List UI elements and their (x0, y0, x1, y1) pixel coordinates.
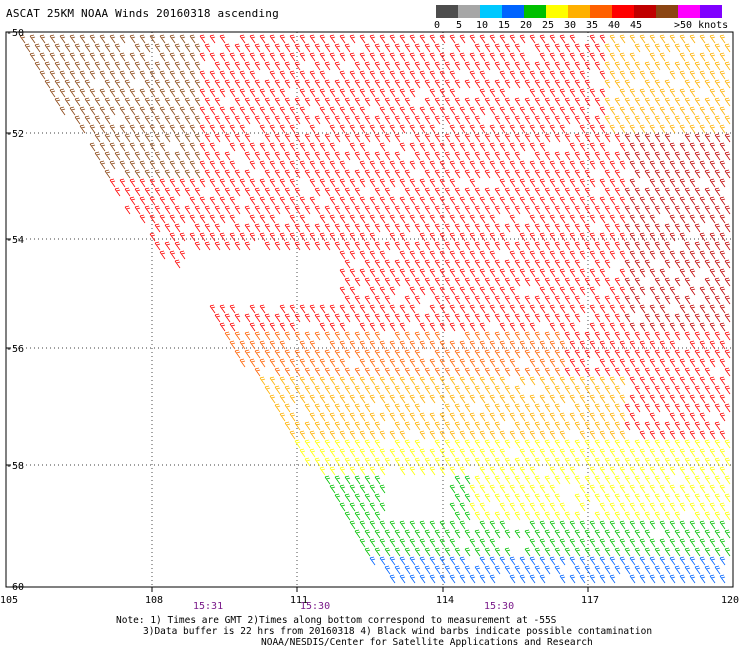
legend-label: 35 (586, 20, 599, 31)
legend-swatch (634, 5, 656, 18)
note-line-1: Note: 1) Times are GMT 2)Times along bot… (116, 615, 557, 626)
lat-label: -50 (6, 28, 24, 39)
legend-swatch (656, 5, 678, 18)
legend-swatch (700, 5, 722, 18)
time-label: 15:30 (300, 601, 330, 612)
lon-label: 117 (581, 595, 599, 606)
legend-label: 0 (434, 20, 441, 31)
legend-label: 15 (498, 20, 511, 31)
legend-label: 25 (542, 20, 555, 31)
plot-frame (5, 31, 734, 588)
lat-label: -56 (6, 344, 24, 355)
legend-swatch (546, 5, 568, 18)
lon-label: 114 (436, 595, 454, 606)
lat-label: -58 (6, 461, 24, 472)
lon-label: 105 (0, 595, 18, 606)
lon-label: 108 (145, 595, 163, 606)
legend-label: 10 (476, 20, 489, 31)
note-line-2: 3)Data buffer is 22 hrs from 20160318 4)… (143, 626, 653, 637)
wind-barb-group (324, 475, 731, 557)
legend-swatch (678, 5, 700, 18)
grid (6, 32, 733, 587)
wind-barb-group (19, 34, 201, 179)
legend-swatch (436, 5, 458, 18)
legend-label: >50 knots (674, 20, 729, 31)
wind-barb-group (624, 133, 731, 332)
wind-barbs (19, 34, 731, 584)
lon-label: 111 (290, 595, 308, 606)
legend-swatch (502, 5, 524, 18)
time-label: 15:30 (484, 601, 514, 612)
legend-swatch (524, 5, 546, 18)
legend-swatch (458, 5, 480, 18)
legend-label: 45 (630, 20, 643, 31)
wind-barb-group (369, 556, 726, 584)
map-title: ASCAT 25KM NOAA Winds 20160318 ascending (6, 7, 279, 20)
lat-label: -52 (6, 129, 24, 140)
legend-swatch (590, 5, 612, 18)
wind-barb-group (294, 439, 731, 521)
note-line-3: NOAA/NESDIS/Center for Satellite Applica… (261, 637, 593, 648)
time-label: 15:31 (193, 601, 223, 612)
legend-label: 30 (564, 20, 577, 31)
legend-swatch (480, 5, 502, 18)
lat-label: -54 (6, 235, 24, 246)
wind-speed-legend: 0 5 10 15 20 25 30 35 40 45 >50 knots (434, 5, 728, 33)
wind-barb-group (109, 34, 731, 440)
wind-barb-group (259, 34, 731, 440)
wind-barb-group (224, 331, 566, 377)
legend-label: 20 (520, 20, 533, 31)
legend-label: 40 (608, 20, 621, 31)
legend-swatch (568, 5, 590, 18)
ticks (6, 132, 589, 592)
lat-label: -60 (6, 582, 24, 593)
lon-label: 120 (721, 595, 739, 606)
legend-label: 5 (456, 20, 463, 31)
legend-swatch (612, 5, 634, 18)
